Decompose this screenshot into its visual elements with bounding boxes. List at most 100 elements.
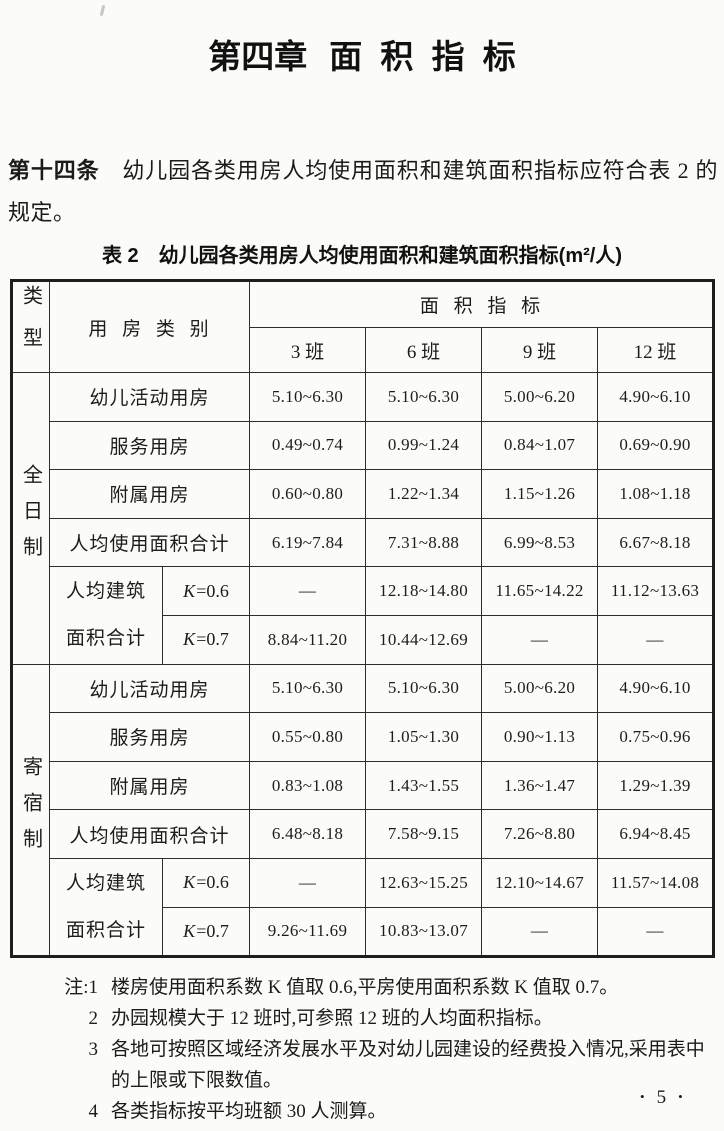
note-item: 注:1 楼房使用面积系数 K 值取 0.6,平房使用面积系数 K 值取 0.7。 [50,972,716,1003]
chapter-title-prefix: 第四章 [208,38,308,75]
room-category-cell: 服务用房 [48,420,251,471]
area-value-cell: — [249,857,367,908]
note-text: 各类指标按平均班额 30 人测算。 [111,1101,387,1123]
page-number-value: 5 [656,1087,679,1108]
area-value-cell: 7.31~8.88 [365,517,483,568]
page-number: •5• [640,1087,695,1109]
area-value-cell: — [597,906,715,958]
area-value-cell: 12.63~15.25 [365,857,483,908]
area-value-cell: 1.08~1.18 [597,469,715,519]
building-area-label-line2: 面积合计 [65,920,146,942]
type-cell-text: 全日制 [19,464,42,573]
area-value-cell: 9.26~11.69 [249,906,367,958]
area-value-cell: 0.99~1.24 [365,420,483,471]
area-value-cell: 11.65~14.22 [481,566,599,616]
table-caption: 表 2 幼儿园各类用房人均使用面积和建筑面积指标(m²/人) [102,245,622,267]
building-area-label-cell: 人均建筑 面积合计 [49,566,163,665]
area-value-cell: 12.10~14.67 [481,857,599,908]
k-coefficient-cell: K=0.6 [161,857,251,908]
table-row: K=0.7 9.26~11.69 10.83~13.07 — — [12,906,715,958]
area-value-cell: 6.94~8.45 [597,809,715,859]
area-value-cell: 5.10~6.30 [249,372,367,422]
table-row: 人均建筑 面积合计 K=0.6 — 12.63~15.25 12.10~14.6… [12,857,715,958]
area-value-cell: 0.49~0.74 [249,420,367,471]
k-variable: K [183,580,196,601]
table-row: 附属用房 0.60~0.80 1.22~1.34 1.15~1.26 1.08~… [12,469,715,519]
area-indicators-table: 类型 用 房 类 别 面 积 指 标 3 班 6 班 9 班 12 班 全日制 … [10,279,716,959]
k-value: =0.7 [196,920,229,941]
note-item: 3 各地可按照区域经济发展水平及对幼儿园建设的经费投入情况,采用表中的上限或下限… [50,1034,716,1096]
area-value-cell: 5.10~6.30 [249,663,367,714]
header-class-6: 6 班 [365,327,483,373]
header-room-category: 用 房 类 别 [48,280,251,373]
room-category-cell: 人均使用面积合计 [48,809,251,859]
note-item: 2 办园规模大于 12 班时,可参照 12 班的人均面积指标。 [50,1003,716,1034]
header-type: 类型 [11,280,50,373]
note-text: 各地可按照区域经济发展水平及对幼儿园建设的经费投入情况,采用表中的上限或下限数值… [111,1039,705,1092]
k-coefficient-cell: K=0.7 [161,614,251,665]
type-cell-text: 寄宿制 [19,755,42,864]
area-value-cell: 10.83~13.07 [365,906,483,958]
table-row: 寄宿制 幼儿活动用房 5.10~6.30 5.10~6.30 5.00~6.20… [11,663,715,958]
note-number: 4 [88,1101,99,1123]
note-number: 3 [88,1039,99,1061]
type-cell-full-day: 全日制 [11,372,50,665]
table-notes: 注:1 楼房使用面积系数 K 值取 0.6,平房使用面积系数 K 值取 0.7。… [50,972,716,1127]
area-value-cell: 11.12~13.63 [597,566,715,616]
area-value-cell: — [597,614,715,665]
room-category-cell: 服务用房 [48,712,251,762]
page-number-dot-left: • [640,1089,657,1104]
area-value-cell: 6.19~7.84 [249,517,367,568]
k-variable: K [183,872,196,893]
chapter-title: 第四章面 积 指 标 [0,0,724,78]
table-row: 人均使用面积合计 6.19~7.84 7.31~8.88 6.99~8.53 6… [12,517,715,568]
article-text: 幼儿园各类用房人均使用面积和建筑面积指标应符合表 2 的规定。 [8,158,718,225]
area-value-cell: 5.10~6.30 [365,663,483,714]
note-item: 4 各类指标按平均班额 30 人测算。 [50,1096,716,1127]
note-text: 楼房使用面积系数 K 值取 0.6,平房使用面积系数 K 值取 0.7。 [111,977,619,999]
room-category-cell: 附属用房 [48,469,251,519]
building-area-label-cell: 人均建筑 面积合计 [49,857,163,958]
area-value-cell: 0.60~0.80 [249,469,367,519]
area-value-cell: 0.84~1.07 [481,420,599,471]
k-coefficient-cell: K=0.6 [161,566,251,616]
area-value-cell: 8.84~11.20 [249,614,367,665]
header-class-3: 3 班 [249,327,367,373]
article-paragraph: 第十四条 幼儿园各类用房人均使用面积和建筑面积指标应符合表 2 的规定。 [8,150,718,234]
k-coefficient-cell: K=0.7 [161,906,251,958]
room-category-cell: 幼儿活动用房 [48,372,251,422]
type-cell-boarding: 寄宿制 [11,663,50,958]
room-category-cell: 附属用房 [48,760,251,811]
chapter-title-text: 面 积 指 标 [329,38,516,75]
area-value-cell: 1.05~1.30 [365,712,483,762]
area-value-cell: 5.00~6.20 [481,663,599,714]
area-value-cell: 1.29~1.39 [597,760,715,811]
area-value-cell: 5.10~6.30 [365,372,483,422]
area-value-cell: — [481,906,599,958]
table-row: 人均使用面积合计 6.48~8.18 7.58~9.15 7.26~8.80 6… [12,809,715,859]
area-value-cell: 0.83~1.08 [249,760,367,811]
area-value-cell: 1.22~1.34 [365,469,483,519]
area-value-cell: 0.69~0.90 [597,420,715,471]
header-area-indicator: 面 积 指 标 [249,280,715,328]
area-value-cell: 1.36~1.47 [481,760,599,811]
table-row: 服务用房 0.55~0.80 1.05~1.30 0.90~1.13 0.75~… [12,712,715,762]
area-value-cell: 7.26~8.80 [481,809,599,859]
table-row: 全日制 幼儿活动用房 5.10~6.30 5.10~6.30 5.00~6.20… [11,372,715,665]
area-value-cell: 4.90~6.10 [597,663,715,714]
header-type-text: 类型 [19,285,42,369]
area-value-cell: 12.18~14.80 [365,566,483,616]
area-value-cell: — [481,614,599,665]
k-variable: K [183,629,196,650]
table-row: 人均建筑 面积合计 K=0.6 — 12.18~14.80 11.65~14.2… [12,566,715,665]
area-value-cell: 7.58~9.15 [365,809,483,859]
k-value: =0.6 [196,872,229,893]
note-number: 2 [88,1008,99,1030]
article-number-label: 第十四条 [8,158,100,183]
area-value-cell: — [249,566,367,616]
area-value-cell: 0.55~0.80 [249,712,367,762]
area-value-cell: 6.67~8.18 [597,517,715,568]
room-category-cell: 人均使用面积合计 [48,517,251,568]
page-number-dot-right: • [678,1089,695,1104]
